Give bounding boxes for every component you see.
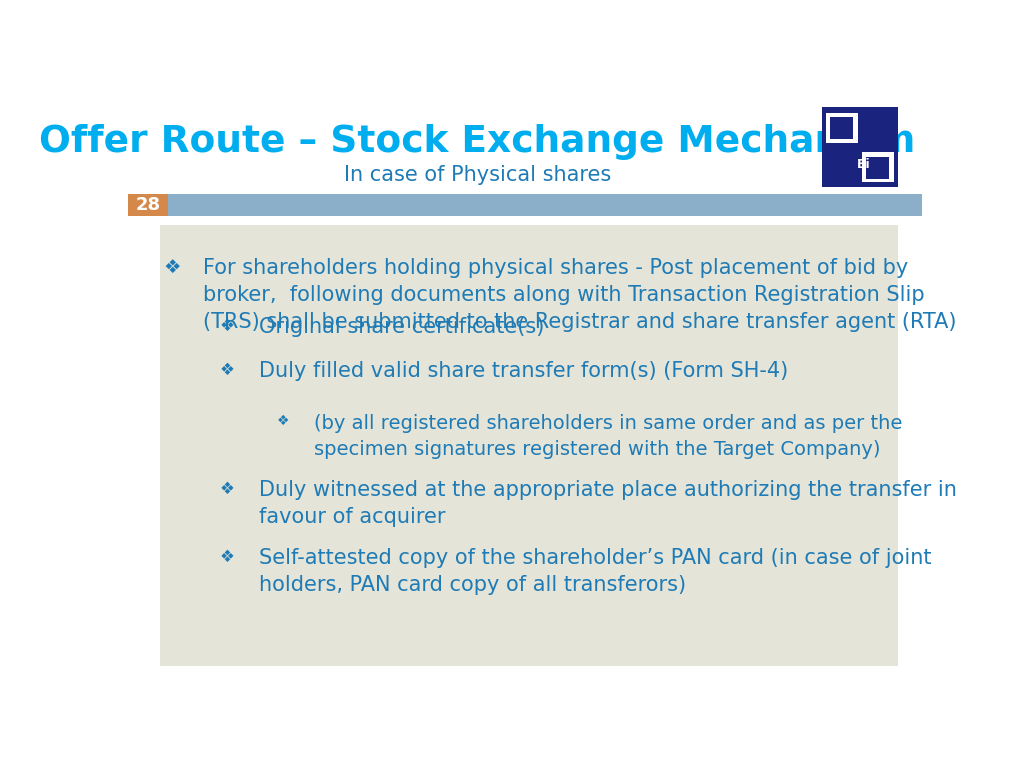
Text: In case of Physical shares: In case of Physical shares xyxy=(344,165,610,185)
Text: Duly witnessed at the appropriate place authorizing the transfer in
favour of ac: Duly witnessed at the appropriate place … xyxy=(259,479,956,527)
Text: 28: 28 xyxy=(135,196,161,214)
Text: ❖: ❖ xyxy=(276,415,289,429)
Text: ❖: ❖ xyxy=(220,361,234,379)
Text: ❖: ❖ xyxy=(220,479,234,498)
Text: (by all registered shareholders in same order and as per the
specimen signatures: (by all registered shareholders in same … xyxy=(314,415,903,459)
Text: Bi: Bi xyxy=(857,158,870,171)
Text: Offer Route – Stock Exchange Mechanism: Offer Route – Stock Exchange Mechanism xyxy=(39,124,915,161)
Text: ❖: ❖ xyxy=(220,548,234,565)
Text: Self-attested copy of the shareholder’s PAN card (in case of joint
holders, PAN : Self-attested copy of the shareholder’s … xyxy=(259,548,932,594)
Text: ❖: ❖ xyxy=(163,258,180,276)
Text: ❖: ❖ xyxy=(220,317,234,335)
FancyBboxPatch shape xyxy=(830,117,853,139)
Text: Duly filled valid share transfer form(s) (Form SH-4): Duly filled valid share transfer form(s)… xyxy=(259,361,788,381)
FancyBboxPatch shape xyxy=(826,113,858,143)
FancyBboxPatch shape xyxy=(866,157,889,179)
FancyBboxPatch shape xyxy=(822,107,898,187)
Text: For shareholders holding physical shares - Post placement of bid by
broker,  fol: For shareholders holding physical shares… xyxy=(204,258,956,332)
FancyBboxPatch shape xyxy=(160,225,898,666)
FancyBboxPatch shape xyxy=(128,194,922,217)
Text: Original share certificate(s): Original share certificate(s) xyxy=(259,317,545,337)
FancyBboxPatch shape xyxy=(128,194,168,217)
FancyBboxPatch shape xyxy=(862,152,894,182)
